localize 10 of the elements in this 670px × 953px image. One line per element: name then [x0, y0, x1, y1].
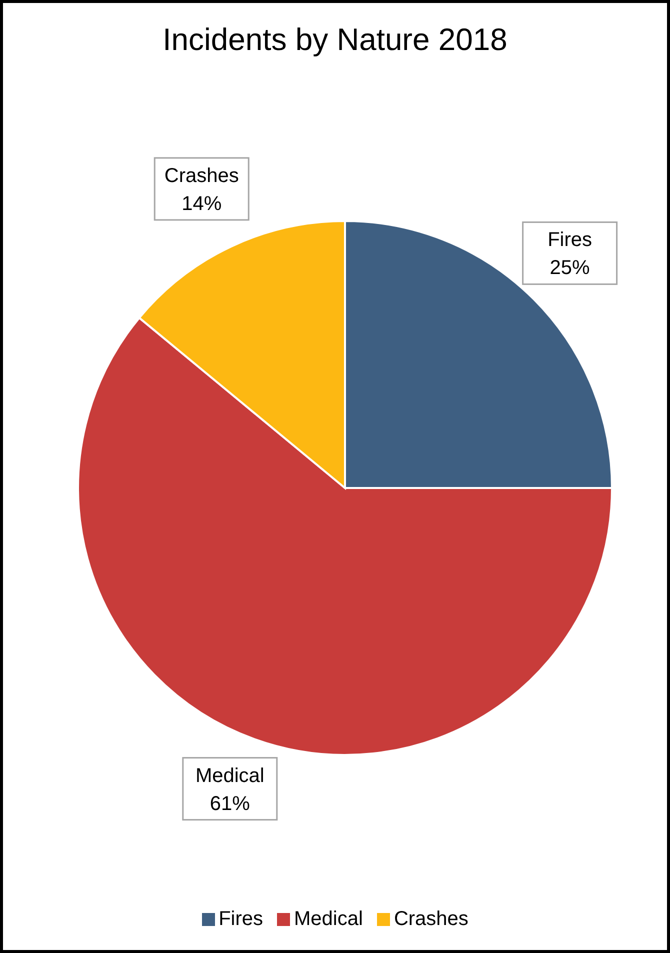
legend-label: Fires: [218, 908, 264, 931]
data-label: 61%: [210, 792, 250, 815]
slice-label: Medical: [195, 764, 264, 787]
data-label: 25%: [550, 257, 590, 280]
chart-title: Incidents by Nature 2018: [162, 22, 508, 58]
slice-label: Crashes: [164, 164, 239, 187]
data-label: 14%: [182, 192, 222, 215]
legend-label: Crashes: [394, 908, 468, 931]
slice-label: Fires: [548, 229, 592, 252]
legend-label: Medical: [294, 908, 363, 931]
